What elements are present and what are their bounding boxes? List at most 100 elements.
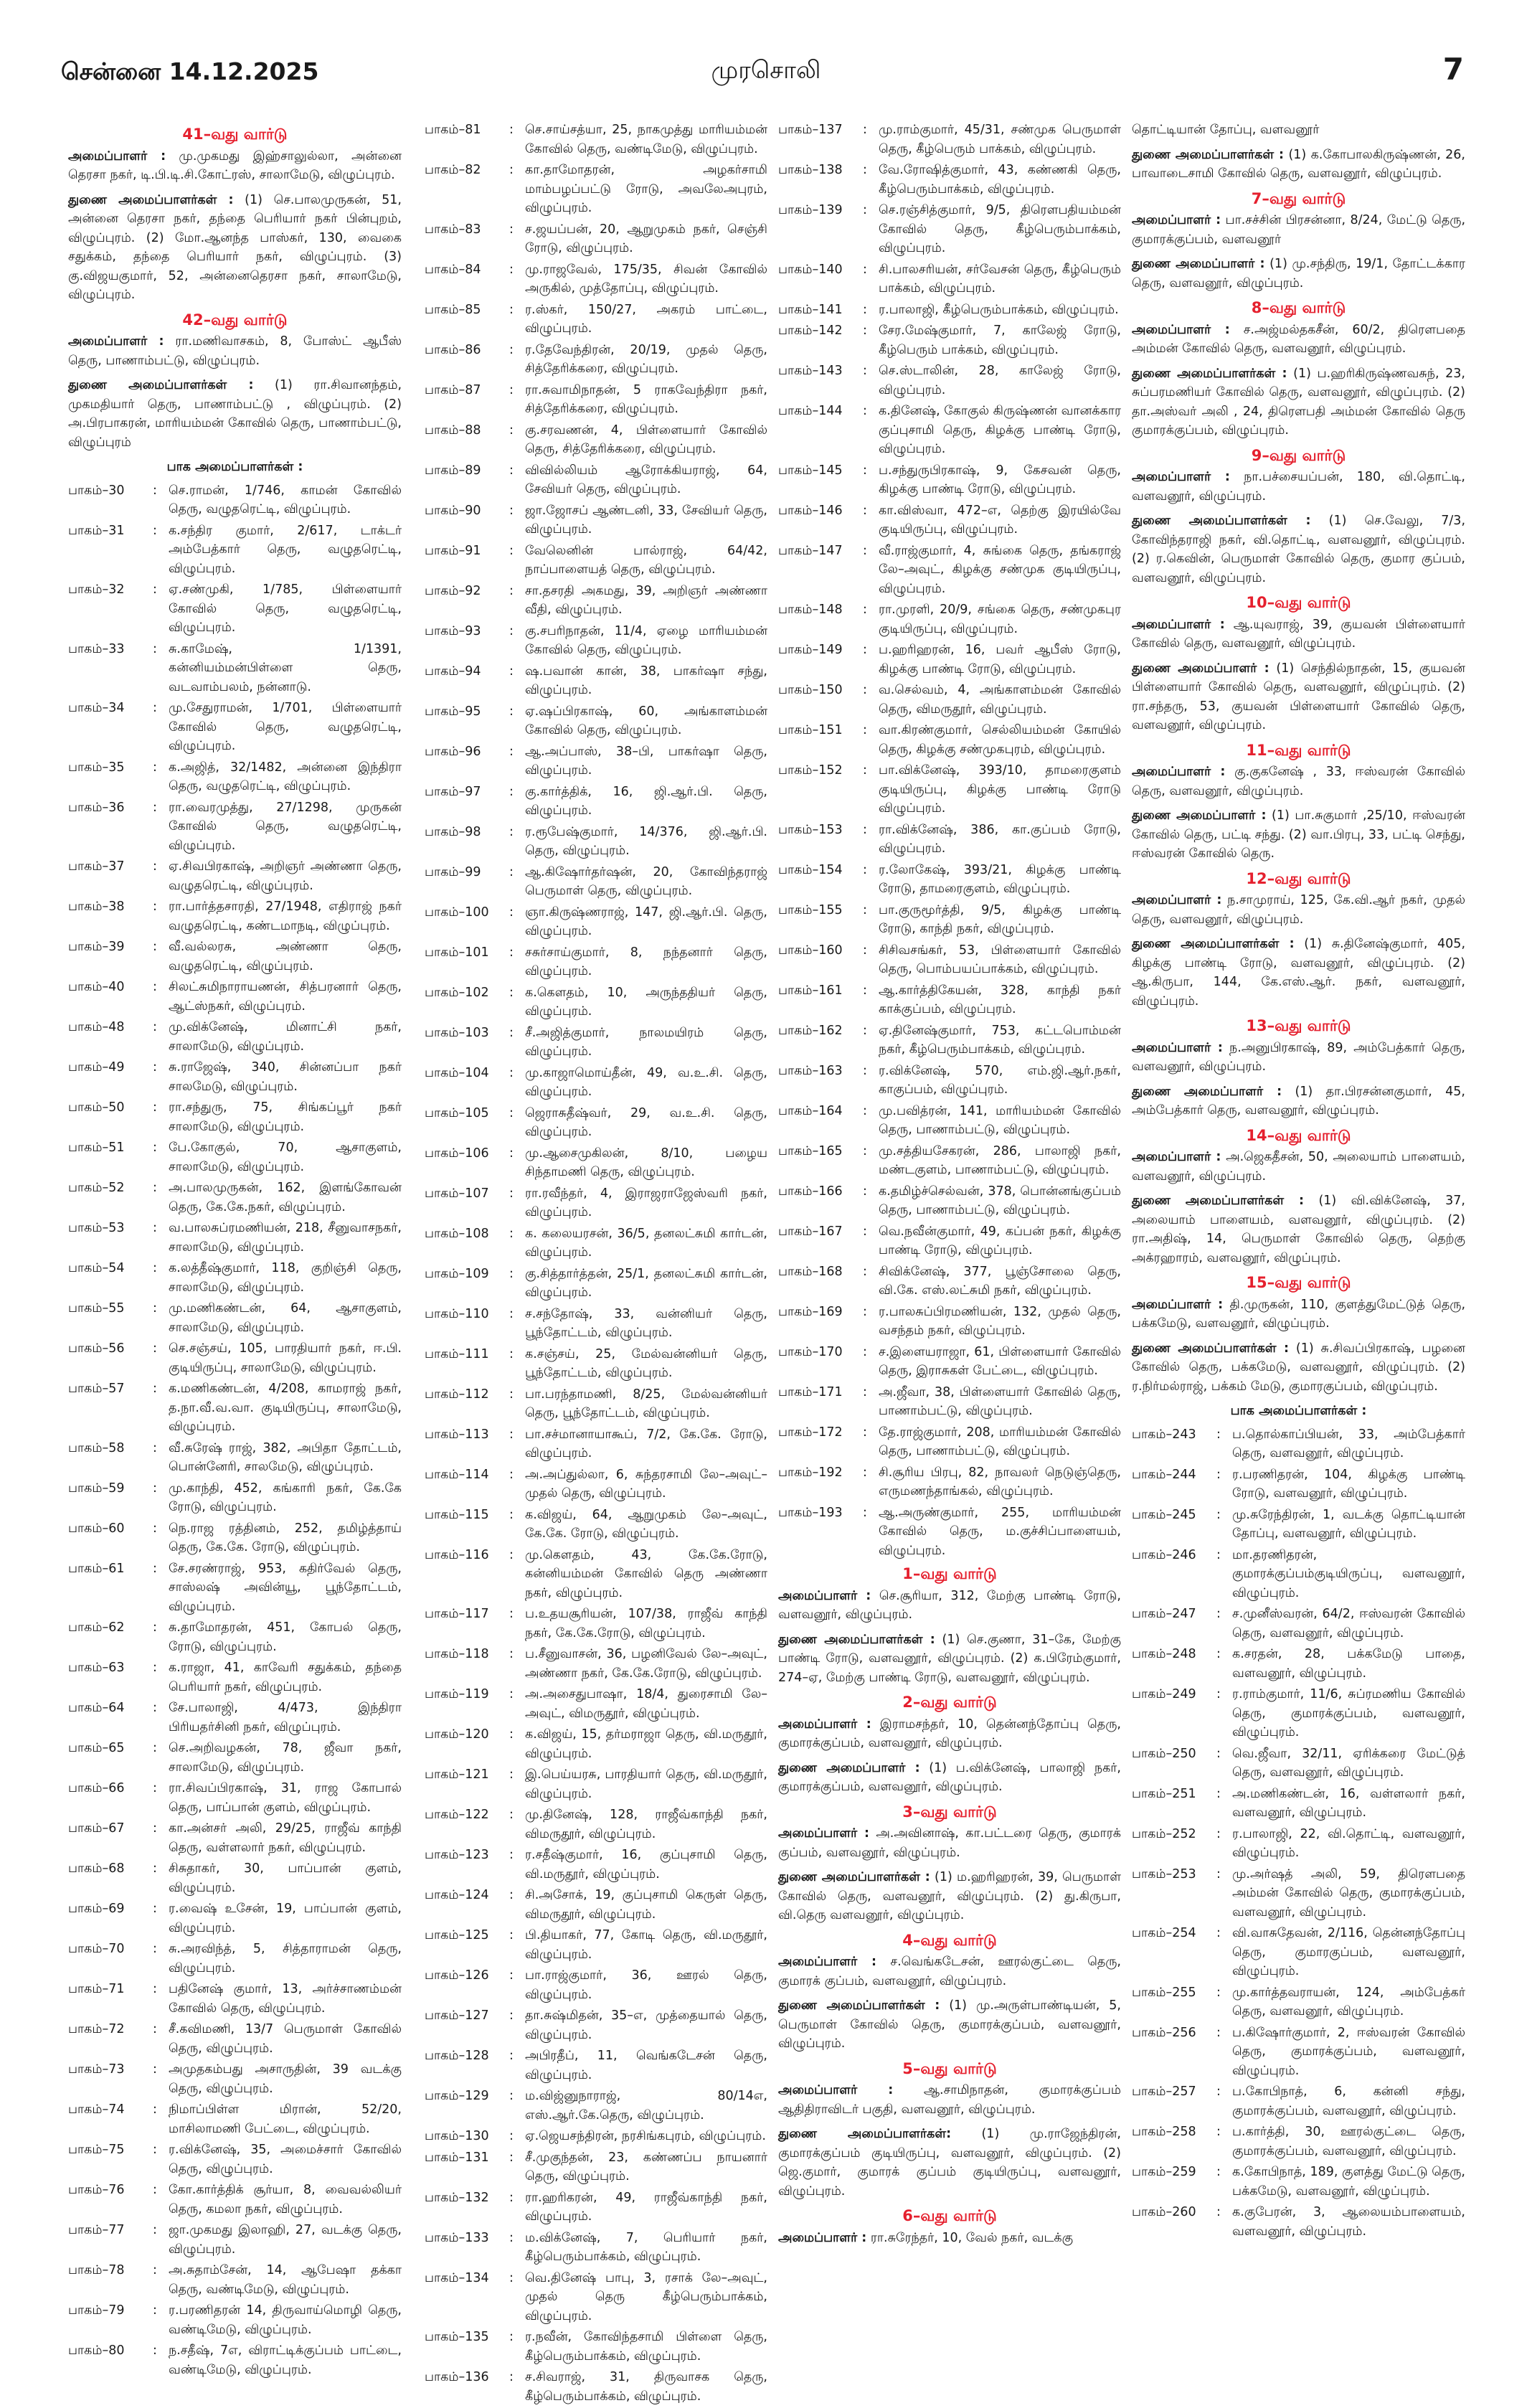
organiser-paragraph: துணை அமைப்பாளர் : (1) பா.சுகுமார் ,25/10… xyxy=(1132,806,1465,864)
booth-entry: பாகம்–161: ஆ.கார்த்திகேயன், 328, காந்தி ந… xyxy=(778,981,1121,1019)
booth-organiser-details: அ.அசைதுபாஷா, 18/4, துரைசாமி லே–அவுட், வி… xyxy=(525,1687,767,1721)
booth-organiser-details: மு.சத்தியசேகரன், 286, பாலாஜி நகர், மண்டக… xyxy=(879,1143,1121,1178)
separator: : xyxy=(509,1266,514,1281)
booth-entry: பாகம்–130: ஏ.ஜெயசந்திரன், நரசிங்கபுரம், வ… xyxy=(425,2127,767,2146)
separator: : xyxy=(153,1221,157,1235)
booth-organiser-details: சி.சூரிய பிரபு, 82, நாவலர் நெடுஞ்தெரு, எ… xyxy=(879,1465,1121,1499)
separator: : xyxy=(509,824,514,839)
organiser-paragraph: துணை அமைப்பாளர்கள் : (1) செ.வேலு, 7/3, க… xyxy=(1132,511,1465,587)
organiser-paragraph: துணை அமைப்பாளர்கள்: (1) மு.ராஜேந்திரன், … xyxy=(778,2125,1121,2201)
separator: : xyxy=(1216,1826,1221,1841)
booth-organiser-details: வீ.வல்லரசு, அண்ணா தெரு, வழுதரெட்டி, விழு… xyxy=(169,940,402,973)
role-label: துணை அமைப்பாளர்கள்: xyxy=(778,2127,952,2141)
booth-entry: பாகம்–110: ச.சந்தோஷ், 33, வன்னியர் தெரு, … xyxy=(425,1305,767,1343)
booth-organiser-details: அ.பாலமுருகன், 162, இளங்கோவன் தெரு, கே.கே… xyxy=(169,1181,402,1214)
organiser-details: (1) மு.ராஜேந்திரன், குமாரக்குப்பம் குடிய… xyxy=(778,2127,1121,2199)
role-label: துணை அமைப்பாளர் : xyxy=(1132,661,1269,676)
organiser-paragraph: துணை அமைப்பாளர் : (1) தா.பிரசன்னகுமார், … xyxy=(1132,1082,1465,1120)
booth-number: பாகம்–37 xyxy=(68,859,125,874)
booth-number: பாகம்–88 xyxy=(425,422,481,438)
separator: : xyxy=(1216,2084,1221,2099)
role-label: அமைப்பாளர் : xyxy=(68,148,166,164)
separator: : xyxy=(509,1467,514,1482)
separator: : xyxy=(153,1661,157,1675)
booth-organiser-details: ஞா.கிருஷ்ணராஜ், 147, ஜி.ஆர்.பி. தெரு, வி… xyxy=(525,905,767,939)
role-label: துணை அமைப்பாளர் : xyxy=(1132,257,1265,271)
ward-heading: 41–வது வார்டு xyxy=(182,126,288,143)
booth-number: பாகம்–246 xyxy=(1132,1547,1196,1562)
separator: : xyxy=(509,1186,514,1201)
booth-number: பாகம்–40 xyxy=(68,980,125,994)
separator: : xyxy=(153,523,157,538)
booth-organiser-details: அ.ஜீவா, 38, பிள்ளையார் கோவில் தெரு, பாணா… xyxy=(879,1384,1121,1419)
separator: : xyxy=(509,985,514,1000)
booth-organiser-details: வ.செல்வம், 4, அங்காளம்மன் கோவில் தெரு, வ… xyxy=(879,683,1121,717)
booth-number: பாகம்–160 xyxy=(778,943,843,958)
booth-entry: பாகம்–60: நெ.ராஜ ரத்தினம், 252, தமிழ்த்தா… xyxy=(68,1519,402,1557)
role-label: துணை அமைப்பாளர்கள் : xyxy=(1132,1194,1305,1208)
booth-entry: பாகம்–99: ஆ.கிஷோர்தர்ஷன், 20, கோவிந்தராஜ்… xyxy=(425,863,767,901)
booth-number: பாகம்–110 xyxy=(425,1306,489,1321)
separator: : xyxy=(509,905,514,920)
separator: : xyxy=(509,1346,514,1361)
ward-heading: 5–வது வார்டு xyxy=(902,2059,997,2077)
booth-organiser-details: மு.கௌதம், 43, கே.கே.ரோடு, கன்னியம்மன் கோ… xyxy=(525,1547,767,1600)
booth-organiser-details: மு.காஜாமொய்தீன், 49, வ.உ.சி. தெரு, விழுப… xyxy=(525,1065,767,1100)
separator: : xyxy=(153,1141,157,1155)
booth-number: பாகம்–72 xyxy=(68,2022,125,2036)
booth-organiser-details: ப.உதயசூரியன், 107/38, ராஜீவ் காந்தி நகர்… xyxy=(525,1607,767,1640)
booth-organiser-details: ர.நவீன், கோவிந்தசாமி பிள்ளை தெரு, கீழ்பெ… xyxy=(525,2330,767,2364)
booth-organiser-details: க.விஜய், 15, தர்மராஜா தெரு, வி.மருதூர், … xyxy=(525,1727,767,1761)
column-4: தொட்டியான் தோப்பு, வளவனூர் துணை அமைப்பாளர… xyxy=(1132,121,1465,2243)
separator: : xyxy=(1216,1866,1221,1881)
booth-number: பாகம்–36 xyxy=(68,800,125,815)
booth-organiser-details: ச.சந்தோஷ், 33, வன்னியர் தெரு, பூந்தோட்டம… xyxy=(525,1306,767,1341)
booth-number: பாகம்–104 xyxy=(425,1065,489,1080)
booth-organiser-details: அபிரதீப், 11, வெங்கடேசன் தெரு, விழுப்புர… xyxy=(525,2049,767,2082)
separator: : xyxy=(1216,1607,1221,1621)
organiser-paragraph: அமைப்பாளர் : நா.பச்சையப்பன், 180, வி.தொட… xyxy=(1132,468,1465,506)
booth-number: பாகம்–100 xyxy=(425,905,489,920)
booth-entry: பாகம்–138: வே.ரோஷித்குமார், 43, கண்ணகி தெ… xyxy=(778,161,1121,199)
role-label: அமைப்பாளர் : xyxy=(1132,1040,1223,1055)
separator: : xyxy=(509,864,514,879)
booth-organiser-details: ர.லோகேஷ், 393/21, கிழக்கு பாண்டி ரோடு, த… xyxy=(879,862,1121,897)
booth-number: பாகம்–101 xyxy=(425,945,489,960)
booth-number: பாகம்–192 xyxy=(778,1465,843,1480)
separator: : xyxy=(153,2223,157,2237)
booth-organiser-details: வீ.ராஜ்குமார், 4, சுங்கை தெரு, தங்கராஜ் … xyxy=(879,543,1121,596)
booth-entry: பாகம்–251: அ.மணிகண்டன், 16, வள்ளலார் நகர்… xyxy=(1132,1785,1465,1823)
separator: : xyxy=(1216,1926,1221,1940)
booth-organiser-details: கா.விஸ்வா, 472–எ, தெற்கு இரயில்வே குடியி… xyxy=(879,503,1121,537)
separator: : xyxy=(1216,1786,1221,1801)
separator: : xyxy=(509,422,514,438)
column-2: பாகம்–81: செ.சாய்சத்யா, 25, நாகமுத்து மார… xyxy=(425,121,767,2408)
booth-entry: பாகம்–107: ரா.ரவீந்தர், 4, இராஜராஜேஸ்வரி … xyxy=(425,1184,767,1222)
booth-number: பாகம்–123 xyxy=(425,1848,489,1862)
booth-entry: பாகம்–151: வா.கிரண்குமார், செல்லியம்மன் க… xyxy=(778,721,1121,759)
separator: : xyxy=(153,1301,157,1316)
separator: : xyxy=(863,1465,867,1480)
separator: : xyxy=(153,1341,157,1356)
booth-entry: பாகம்–73: அமுதகம்பது அசாருதின், 39 வடக்கு… xyxy=(68,2060,402,2098)
role-label: துணை அமைப்பாளர் : xyxy=(778,1760,920,1775)
separator: : xyxy=(1216,2205,1221,2219)
organiser-details: மு.முகமது இஹ்சாலுல்லா, அன்னை தெரசா நகர்,… xyxy=(68,148,402,183)
organiser-details: (1) பா.சுகுமார் ,25/10, ஈஸ்வரன் கோவில் த… xyxy=(1132,808,1465,861)
booth-organiser-details: பே.கோகுல், 70, ஆசாகுளம், சாலாமேடு, விழுப… xyxy=(169,1141,402,1174)
booth-number: பாகம்–161 xyxy=(778,983,843,998)
separator: : xyxy=(153,2303,157,2318)
organiser-details: ஆ.யுவராஜ், 39, குயவன் பிள்ளையார் கோவில் … xyxy=(1132,617,1466,651)
organiser-details: (1) செ.பாலமுருகன், 51, அன்னை தெரசா நகர்,… xyxy=(68,192,402,303)
booth-number: பாகம்–151 xyxy=(778,723,843,737)
separator: : xyxy=(509,2089,514,2103)
booth-number: பாகம்–152 xyxy=(778,763,843,778)
booth-number: பாகம்–260 xyxy=(1132,2205,1196,2219)
column-3: பாகம்–137: மு.ராம்குமார், 45/31, சண்முக ப… xyxy=(778,121,1121,2253)
role-label: துணை அமைப்பாளர்கள் : xyxy=(778,1998,940,2013)
booth-organiser-details: அமுதகம்பது அசாருதின், 39 வடக்கு தெரு, வி… xyxy=(169,2062,402,2096)
separator: : xyxy=(509,543,514,558)
booth-number: பாகம்–53 xyxy=(68,1221,125,1235)
role-label: அமைப்பாளர் : xyxy=(778,2083,894,2097)
booth-entry: பாகம்–111: க.சஞ்சய், 25, மேல்வன்னியர் தெர… xyxy=(425,1345,767,1383)
